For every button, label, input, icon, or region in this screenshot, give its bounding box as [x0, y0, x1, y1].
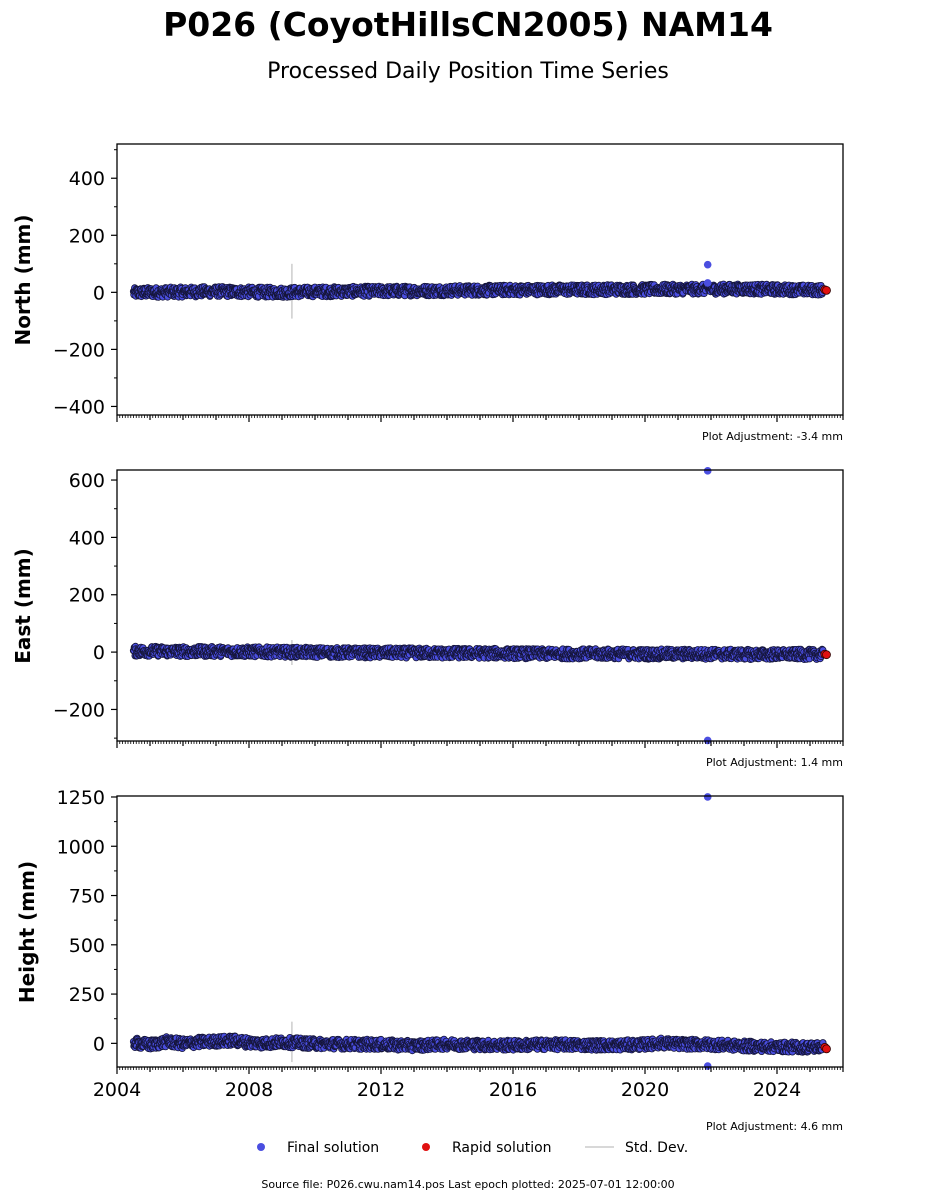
north-final-cloud [129, 280, 827, 301]
north-rapid-point [822, 285, 831, 295]
east-outlier-point [703, 467, 712, 475]
height-panel: Height (mm) Plot Adjustment: 4.6 mm 0250… [15, 787, 844, 1133]
north-panel: North (mm) Plot Adjustment: -3.4 mm −400… [11, 143, 844, 443]
height-ylabel: Height (mm) [15, 861, 39, 1003]
east-panel: East (mm) Plot Adjustment: 1.4 mm −200 0 2… [11, 467, 844, 769]
east-ylabel: East (mm) [11, 548, 35, 664]
east-ytick-label: 200 [69, 585, 105, 607]
north-outlier-point [703, 260, 712, 269]
north-ylabel: North (mm) [11, 214, 35, 345]
east-ytick-label: −200 [53, 699, 105, 721]
north-outlier-point [703, 279, 712, 287]
north-data [129, 260, 831, 319]
figure-title: P026 (CoyotHillsCN2005) NAM14 [163, 5, 773, 44]
height-data [129, 793, 831, 1070]
east-ytick-label: 400 [69, 527, 105, 549]
east-plot-adjustment: Plot Adjustment: 1.4 mm [706, 756, 843, 769]
east-rapid-point [822, 650, 831, 660]
height-final-cloud [129, 1032, 827, 1056]
north-ytick-label: 400 [69, 168, 105, 190]
north-axes-frame [116, 143, 844, 416]
height-plot-adjustment: Plot Adjustment: 4.6 mm [706, 1120, 843, 1133]
north-ytick-label: −400 [53, 396, 105, 418]
east-final-cloud [129, 642, 827, 664]
figure-subtitle: Processed Daily Position Time Series [267, 59, 669, 84]
east-ytick-label: 600 [69, 470, 105, 492]
north-ytick-label: 200 [69, 225, 105, 247]
east-data [129, 467, 831, 745]
north-ytick-label: −200 [53, 339, 105, 361]
north-ytick-label: 0 [93, 282, 105, 304]
north-plot-adjustment: Plot Adjustment: -3.4 mm [702, 430, 843, 443]
east-axes-frame [116, 469, 844, 742]
east-ytick-label: 0 [93, 642, 105, 664]
